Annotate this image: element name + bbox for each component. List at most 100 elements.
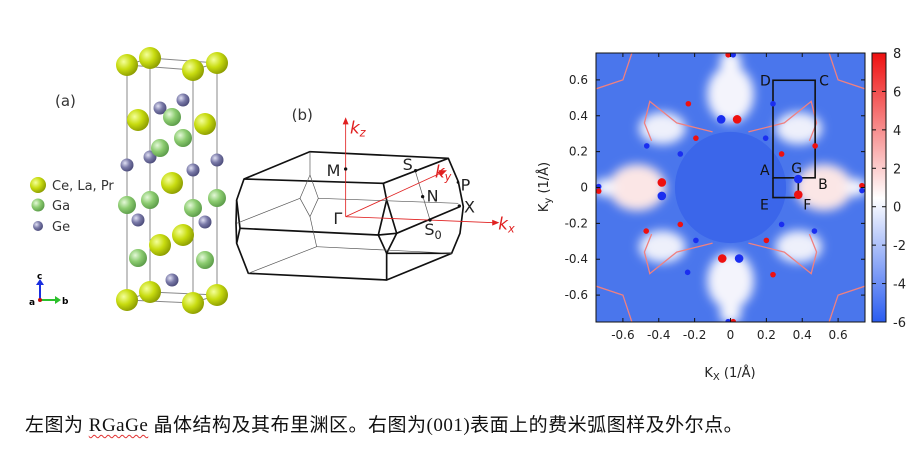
fermi-arc [596, 285, 633, 322]
y-tick-label: 0.6 [569, 73, 588, 87]
colorbar-tick-label: 4 [893, 124, 901, 139]
rare-earth-atom [206, 52, 228, 74]
weyl-points [596, 53, 865, 322]
colorbar-ticks: 8 6 4 2 0 -2 -4 -6 [872, 47, 906, 331]
colorbar-tick-label: 0 [893, 201, 901, 216]
ga-atom [118, 196, 136, 214]
weyl-point-positive [763, 237, 770, 244]
ga-atom [196, 251, 214, 269]
rare-earth-atom [139, 281, 161, 303]
heatmap-region [707, 65, 754, 123]
point-s0-label: S0 [424, 220, 441, 242]
weyl-point-negative [657, 191, 667, 201]
point-m-label: M [327, 161, 341, 180]
fermi-arc [748, 233, 818, 275]
x-axis-label: KX (1/Å) [704, 365, 755, 383]
weyl-point-positive [677, 221, 684, 228]
path-label-e: E [760, 198, 769, 214]
legend-marker-ce-la-pr [30, 177, 46, 193]
axes-indicator: c a b [29, 272, 69, 308]
path-label-d: D [760, 73, 771, 89]
rare-earth-atom [116, 54, 138, 76]
rare-earth-atom [194, 113, 216, 135]
point-s-label: S [403, 155, 413, 174]
path-label-a: A [760, 163, 770, 179]
legend-marker-ge [33, 221, 43, 231]
y-tick-label: 0.4 [569, 109, 588, 123]
caption-text-2: 晶体结构及其布里渊区。右图为(001)表面上的费米弧图样及外尔点。 [148, 415, 744, 436]
x-tick-label: -0.2 [683, 328, 706, 342]
path-label-g: G [791, 161, 802, 177]
weyl-point-positive [770, 271, 776, 278]
rare-earth-atom [206, 284, 228, 306]
weyl-point-positive [685, 100, 692, 107]
ga-atom [174, 129, 192, 147]
kz-label: kz [350, 118, 367, 139]
path-aefg [772, 177, 800, 199]
weyl-point-positive [730, 318, 736, 322]
y-tick-label: 0.2 [569, 145, 588, 159]
legend-label-ga: Ga [52, 199, 70, 214]
ge-atom [153, 101, 167, 115]
fermi-arc [828, 285, 865, 322]
point-gamma-label: Γ [333, 209, 342, 228]
axis-ticks: -0.6 -0.4 -0.2 0 0.2 0.4 0.6 0.6 0.4 0.2 0 -0.2 -0.4… [565, 53, 865, 342]
axis-b-label: b [62, 297, 69, 307]
path-label-c: C [819, 73, 829, 89]
y-tick-label: -0.2 [565, 216, 588, 230]
x-tick-label: 0 [727, 328, 735, 342]
legend-label-ce-la-pr: Ce, La, Pr [52, 179, 114, 194]
legend: Ce, La, Pr Ga Ge [30, 177, 114, 235]
axis-c-label: c [37, 272, 42, 282]
weyl-point-positive [812, 143, 818, 149]
ge-atom [186, 163, 200, 177]
x-tick-label: 0.6 [829, 328, 848, 342]
fermi-arc-plot: -0.6 -0.4 -0.2 0 0.2 0.4 0.6 0.6 0.4 0.2 0 -0.2 -0.4… [536, 47, 906, 383]
bz-hidden-edges [236, 151, 459, 274]
ga-atom [208, 189, 226, 207]
k-axes [342, 117, 500, 226]
y-tick-label: -0.6 [565, 288, 588, 302]
path-label-b: B [818, 177, 828, 193]
path-box-abcd [772, 79, 816, 179]
colorbar-tick-label: -4 [893, 278, 906, 293]
ge-atom [120, 158, 134, 172]
rare-earth-atom [139, 47, 161, 69]
high-symmetry-points [343, 167, 461, 222]
fermi-arc [596, 53, 633, 90]
fermi-arc [643, 233, 713, 275]
weyl-point-positive [725, 53, 731, 58]
weyl-point-positive [732, 115, 742, 124]
rare-earth-atom [172, 224, 194, 246]
fermi-arcs [596, 53, 865, 322]
point-x-label: X [464, 198, 475, 217]
colorbar [871, 52, 887, 323]
weyl-point-negative [778, 221, 785, 228]
fermi-arc [643, 100, 713, 142]
heatmap [596, 53, 865, 322]
weyl-point-negative [677, 151, 684, 157]
ga-atom [151, 139, 169, 157]
heatmap-region [707, 252, 754, 310]
colorbar-tick-label: 8 [893, 47, 901, 62]
weyl-point-positive [778, 151, 785, 157]
weyl-point-negative [734, 254, 744, 263]
weyl-point-positive [693, 135, 699, 141]
k-path-boxes [772, 79, 816, 199]
ge-atom [131, 213, 145, 227]
bz-outline [235, 150, 465, 281]
weyl-point-negative [643, 143, 650, 149]
figure-caption: 左图为 RGaGe 晶体结构及其布里渊区。右图为(001)表面上的费米弧图样及外… [25, 410, 743, 437]
weyl-point-negative [811, 228, 818, 234]
ga-atom [129, 249, 147, 267]
path-label-f: F [803, 198, 811, 214]
weyl-point-positive [717, 254, 727, 263]
ga-atom [163, 108, 181, 126]
weyl-point-positive [596, 188, 602, 194]
weyl-point-negative [684, 269, 691, 276]
weyl-point-negative [596, 183, 602, 190]
x-tick-label: -0.4 [647, 328, 670, 342]
legend-marker-ga [31, 198, 45, 212]
rare-earth-atom [149, 234, 171, 256]
rare-earth-atom [127, 109, 149, 131]
